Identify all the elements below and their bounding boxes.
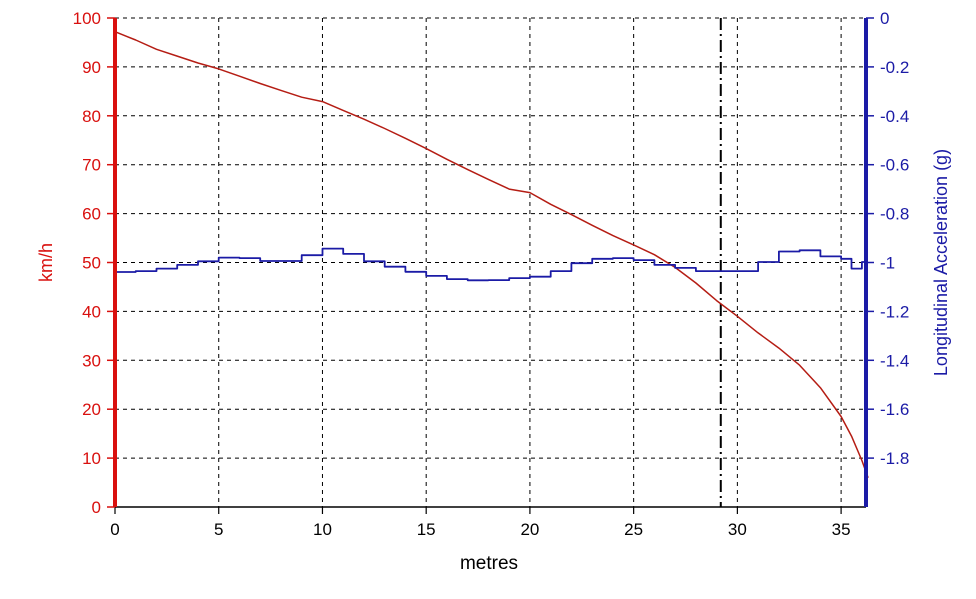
x-tick-label: 30 [728,520,747,539]
x-tick-label: 25 [624,520,643,539]
right-y-tick-label: -1.6 [880,400,909,419]
right-y-tick-label: -0.6 [880,156,909,175]
left-y-tick-label: 50 [82,254,101,273]
axes [107,17,874,514]
x-tick-label: 20 [520,520,539,539]
x-axis-label: metres [460,553,518,574]
right-y-tick-label: -1.2 [880,302,909,321]
left-y-tick-label: 100 [73,9,101,28]
speed-series-line [114,31,869,478]
right-y-tick-label: -1.4 [880,351,909,370]
x-tick-label: 5 [214,520,223,539]
left-y-tick-label: 0 [92,498,101,517]
acceleration-series-line [115,247,867,282]
right-y-tick-label: -0.8 [880,205,909,224]
right-y-tick-label: -0.2 [880,58,909,77]
left-y-tick-label: 20 [82,400,101,419]
left-y-tick-label: 80 [82,107,101,126]
right-y-tick-label: 0 [880,9,889,28]
left-y-tick-label: 70 [82,156,101,175]
x-tick-label: 35 [832,520,851,539]
left-y-tick-label: 40 [82,302,101,321]
x-tick-label: 15 [417,520,436,539]
left-y-tick-label: 90 [82,58,101,77]
x-tick-label: 10 [313,520,332,539]
tick-labels: 0 5 10 15 20 25 30 35 0 10 20 30 40 50 60 70 80 90 100 0 -0.… [73,9,910,539]
series-layer [114,31,869,478]
left-y-axis-label: km/h [36,243,56,282]
right-y-tick-label: -0.4 [880,107,909,126]
right-y-axis-label: Longitudinal Acceleration (g) [931,149,951,376]
right-y-tick-label: -1 [880,254,895,273]
right-y-tick-label: -1.8 [880,449,909,468]
grid [115,17,866,507]
left-y-tick-label: 30 [82,351,101,370]
x-tick-label: 0 [110,520,119,539]
left-y-tick-label: 60 [82,205,101,224]
left-y-tick-label: 10 [82,449,101,468]
